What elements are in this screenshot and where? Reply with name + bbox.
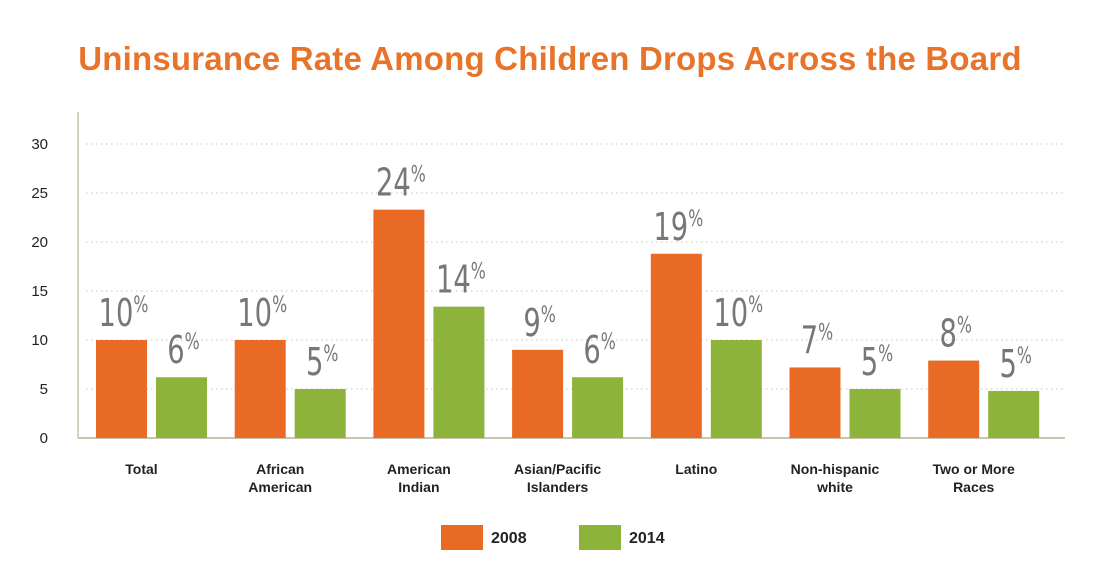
data-label: 9% (523, 300, 555, 345)
data-label: 5% (861, 339, 893, 384)
data-label: 6% (167, 328, 199, 373)
category-labels: Total African American American Indian Asian/… (125, 461, 1015, 495)
bar-2008 (789, 367, 841, 438)
bar-2008 (234, 340, 286, 438)
category-label: Non-hispanic white (791, 461, 880, 495)
data-label: 19% (653, 204, 703, 249)
y-tick-label: 30 (31, 136, 48, 153)
y-tick-label: 5 (40, 381, 48, 398)
bar-2008 (928, 360, 980, 438)
bar-2014 (572, 377, 624, 438)
data-label: 10% (237, 290, 287, 335)
category-label: Asian/Pacific Islanders (514, 461, 601, 495)
bar-2014 (433, 306, 485, 438)
data-label: 14% (436, 257, 486, 302)
category-label: Latino (675, 461, 717, 477)
category-label: African American (248, 461, 312, 495)
data-label: 10% (713, 290, 763, 335)
axes: 0 5 10 15 20 25 30 (31, 112, 1065, 447)
bar-2008 (373, 209, 425, 438)
y-tick-label: 25 (31, 185, 48, 202)
legend: 2008 2014 (441, 525, 665, 550)
bar-2014 (849, 389, 901, 438)
bar-2014 (294, 389, 346, 438)
category-label: Two or More Races (933, 461, 1015, 495)
y-tick-label: 15 (31, 283, 48, 300)
legend-swatch-2014 (579, 525, 621, 550)
legend-swatch-2008 (441, 525, 483, 550)
category-label: American Indian (387, 461, 451, 495)
category-label: Total (125, 461, 157, 477)
chart-title: Uninsurance Rate Among Children Drops Ac… (78, 40, 1022, 77)
bars (96, 209, 1040, 438)
data-label: 8% (939, 311, 971, 356)
data-label: 6% (583, 328, 615, 373)
legend-label: 2008 (491, 530, 527, 547)
data-label: 7% (801, 318, 833, 363)
bar-2008 (512, 349, 564, 438)
data-label: 5% (306, 339, 338, 384)
bar-2008 (96, 340, 147, 438)
bar-2008 (650, 253, 702, 438)
y-tick-label: 0 (40, 430, 48, 447)
gridlines (86, 143, 1065, 390)
bar-2014 (710, 340, 762, 438)
data-label: 5% (999, 341, 1031, 386)
data-labels: 10%6%10%5%24%14%9%6%19%10%7%5% 8%5% (99, 160, 1032, 386)
data-label: 24% (376, 160, 426, 205)
y-tick-label: 20 (31, 234, 48, 251)
y-tick-label: 10 (31, 332, 48, 349)
legend-label: 2014 (629, 530, 665, 547)
bar-2014 (988, 390, 1040, 438)
bar-2014 (156, 377, 207, 438)
data-label: 10% (99, 290, 149, 335)
